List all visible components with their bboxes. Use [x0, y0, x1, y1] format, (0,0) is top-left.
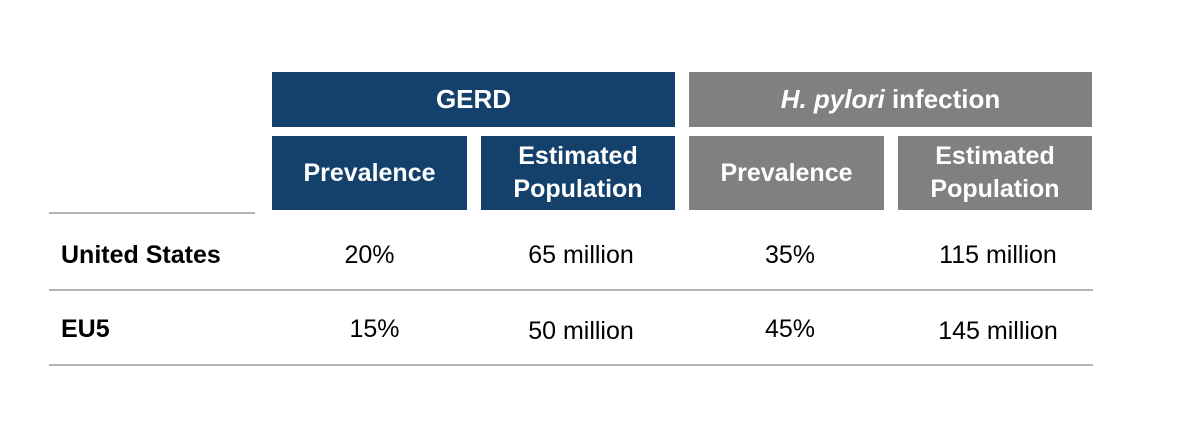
table-bottom-rule — [49, 364, 1093, 366]
cell-us-gerd-prevalence: 20% — [344, 241, 395, 269]
subheader-label-line1: Estimated — [518, 142, 638, 170]
subheader-label-line2: Population — [513, 175, 643, 203]
subheader-label-line2: Population — [930, 175, 1060, 203]
cell-eu5-gerd-population: 50 million — [528, 317, 634, 345]
header-gerd-label: GERD — [435, 84, 512, 114]
subheader-hp-prevalence: Prevalence — [689, 136, 884, 210]
cell-us-gerd-population: 65 million — [528, 241, 634, 269]
subheader-label: Prevalence — [303, 158, 436, 187]
header-h-pylori-label: infection — [884, 84, 1001, 114]
cell-us-hp-prevalence: 35% — [764, 241, 816, 269]
cell-eu5-hp-population: 145 million — [938, 317, 1058, 345]
row-label-united-states: United States — [61, 241, 221, 269]
subheader-gerd-prevalence: Prevalence — [272, 136, 467, 210]
subheader-label-line1: Estimated — [935, 142, 1055, 170]
header-h-pylori-italic: H. pylori — [780, 84, 885, 114]
header-rule-left — [49, 212, 255, 214]
row-label-eu5: EU5 — [61, 315, 110, 343]
cell-eu5-hp-prevalence: 45% — [764, 315, 816, 343]
header-gerd: GERD — [272, 72, 675, 127]
header-h-pylori: H. pylori infection — [689, 72, 1092, 127]
subheader-gerd-population: Estimated Population — [481, 136, 675, 210]
subheader-hp-population: Estimated Population — [898, 136, 1092, 210]
cell-us-hp-population: 115 million — [939, 241, 1057, 269]
cell-eu5-gerd-prevalence: 15% — [349, 315, 400, 343]
subheader-label: Prevalence — [720, 158, 853, 187]
row-divider — [49, 289, 1093, 291]
